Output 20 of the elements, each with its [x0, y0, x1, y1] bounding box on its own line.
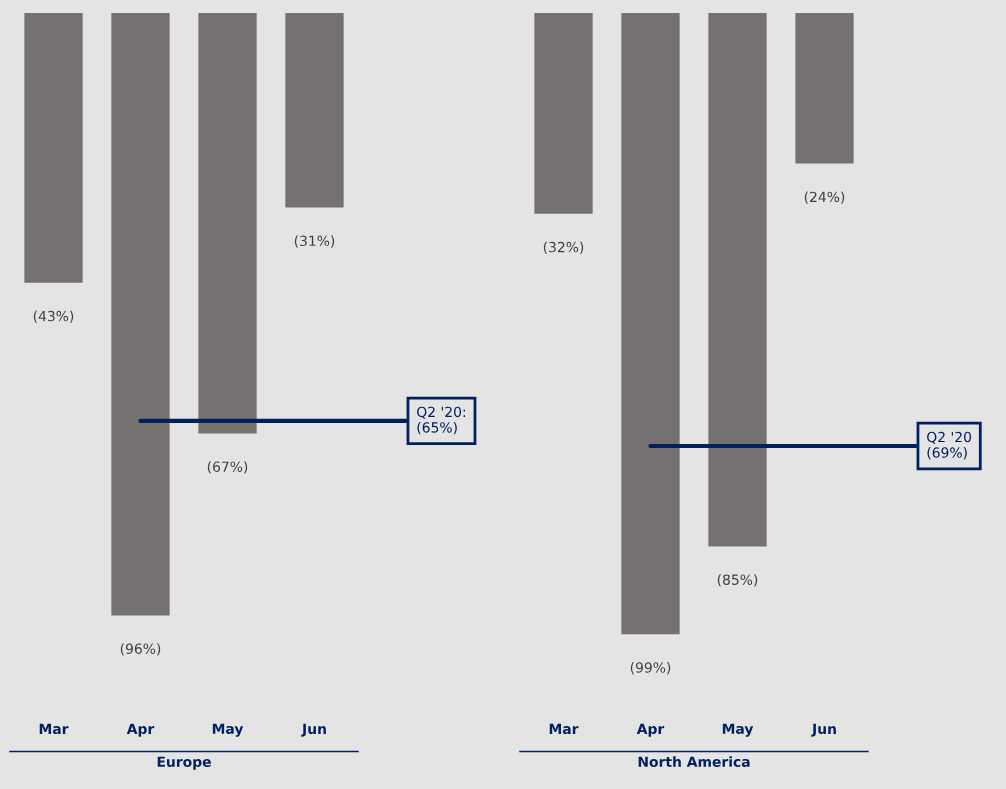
data-label: (43%) [33, 310, 74, 323]
data-label: (99%) [630, 662, 671, 675]
x-tick-label: Jun [811, 723, 836, 737]
ref-line-label: Q2 '20: (65%) [417, 406, 466, 435]
data-label: (85%) [717, 574, 758, 587]
x-tick-label: May [212, 723, 244, 737]
ref-line-label: Q2 '20 (69%) [927, 431, 972, 460]
data-label: (24%) [804, 191, 845, 204]
x-tick-label: May [722, 723, 754, 737]
data-label: (96%) [120, 643, 161, 656]
x-tick-label: Mar [39, 723, 69, 735]
data-label: (67%) [207, 461, 248, 474]
x-tick-label: Apr [636, 723, 665, 737]
x-axis-title: Europe [157, 756, 211, 770]
x-axis-title: North America [638, 756, 750, 767]
data-label: (32%) [543, 241, 584, 254]
data-label: (31%) [294, 235, 335, 248]
x-tick-label: Jun [301, 723, 326, 737]
x-tick-label: Apr [126, 723, 155, 737]
x-tick-label: Mar [549, 723, 579, 735]
